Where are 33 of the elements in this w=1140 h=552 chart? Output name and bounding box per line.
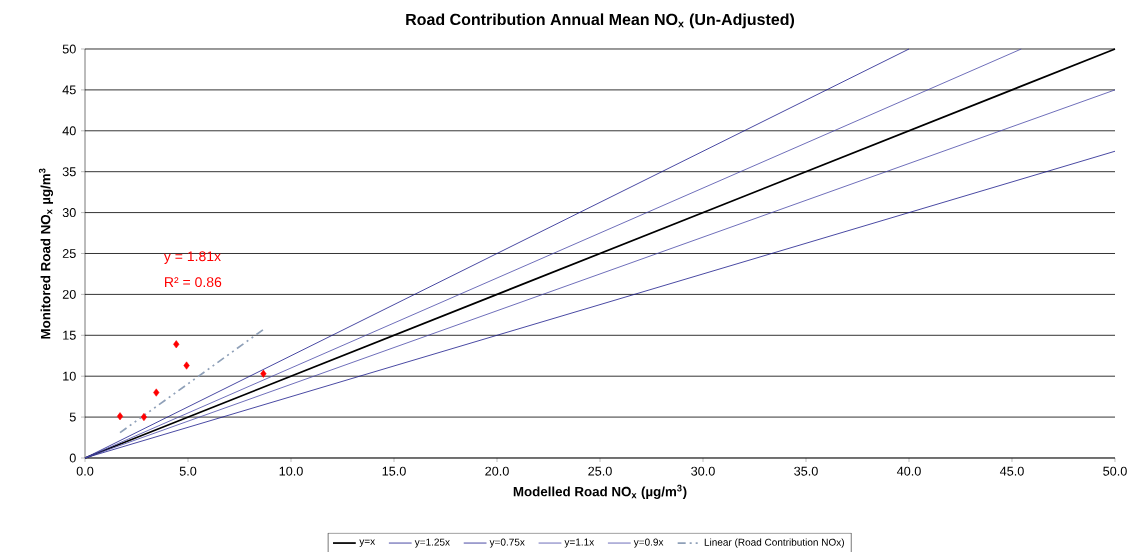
x-tick-label: 45.0 — [999, 466, 1024, 476]
x-tick-label: 20.0 — [485, 466, 509, 476]
x-tick-label: 5.0 — [179, 466, 197, 476]
x-tick-label: 30.0 — [691, 466, 715, 476]
y-tick-label: 40 — [62, 126, 76, 136]
legend-label: y=1.1x — [564, 538, 595, 548]
x-tick-label: 0.0 — [76, 466, 94, 476]
x-axis-title: Modelled Road NO$_{x}$ (µg/m$^{3}$) — [513, 484, 687, 499]
x-tick-label: 15.0 — [382, 466, 406, 476]
x-tick-label: 25.0 — [588, 466, 612, 476]
chart-title: Road Contribution Annual Mean NO$_{x}$ (Un-Adjusted) — [406, 13, 795, 29]
legend-label: y=0.9x — [633, 538, 664, 548]
legend-label: y=1.25x — [414, 538, 450, 548]
x-tick-label: 40.0 — [896, 466, 921, 476]
y-tick-label: 50 — [62, 44, 76, 54]
y-tick-label: 25 — [62, 249, 76, 258]
y-tick-label: 15 — [63, 330, 76, 340]
x-tick-label: 50.0 — [1103, 466, 1127, 476]
legend-label: y=0.75x — [489, 538, 525, 548]
x-tick-label: 35.0 — [794, 466, 818, 476]
y-tick-label: 5 — [69, 412, 76, 422]
y-axis-title: Monitored Road NO$_{x}$ µg/m$^{3}$ — [38, 168, 54, 339]
y-tick-label: 20 — [62, 289, 76, 299]
legend-label: Linear (Road Contribution NOx) — [704, 538, 844, 548]
x-tick-label: 10.0 — [279, 466, 303, 476]
y-tick-label: 45 — [62, 85, 76, 95]
y-tick-label: 10 — [63, 371, 76, 381]
y-tick-label: 35 — [62, 167, 76, 177]
y-tick-label: 30 — [62, 208, 76, 218]
legend-label: y=x — [359, 539, 376, 547]
y-tick-label: 0 — [69, 453, 76, 463]
annotation: R² = 0.86 — [165, 277, 222, 288]
annotation: y = 1.81x — [163, 251, 221, 264]
